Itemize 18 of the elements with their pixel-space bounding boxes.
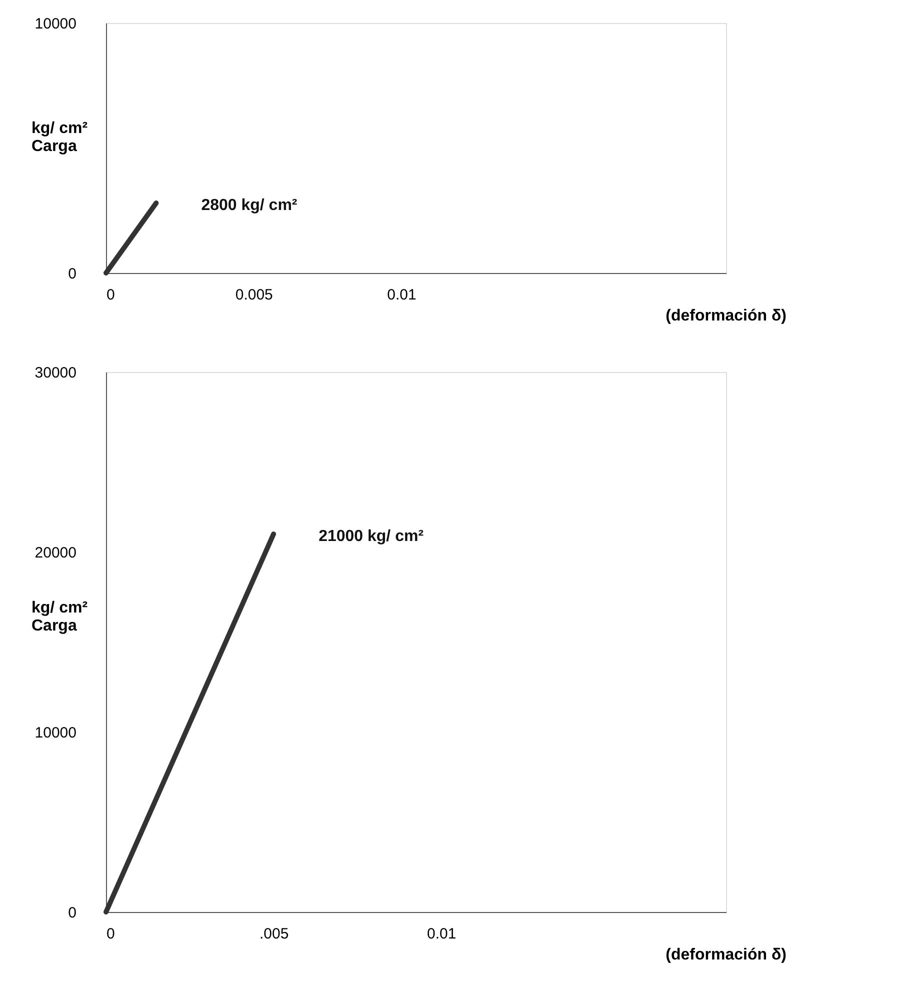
x-tick-label: 0	[106, 926, 115, 942]
annotation: 2800 kg/ cm²	[201, 197, 298, 214]
y-tick-label: 0	[68, 904, 76, 922]
y-tick-label: 10000	[34, 724, 76, 742]
x-axis-title: (deformación δ)	[666, 308, 786, 324]
x-tick-label: 0.01	[427, 926, 456, 942]
y-axis-title: kg/ cm² Carga	[32, 600, 88, 634]
x-tick-label: 0.005	[235, 286, 273, 304]
x-tick-label: 0	[106, 286, 115, 304]
x-tick-label: .005	[259, 926, 289, 942]
x-axis-title: (deformación δ)	[666, 946, 786, 964]
y-tick-label: 10000	[34, 16, 76, 32]
y-tick-label: 30000	[34, 364, 76, 382]
x-tick-label: 0.01	[387, 286, 416, 304]
y-axis-title: kg/ cm² Carga	[32, 120, 88, 155]
annotation: 21000 kg/ cm²	[318, 528, 424, 545]
y-tick-label: 20000	[34, 544, 76, 562]
y-tick-label: 0	[68, 266, 76, 282]
